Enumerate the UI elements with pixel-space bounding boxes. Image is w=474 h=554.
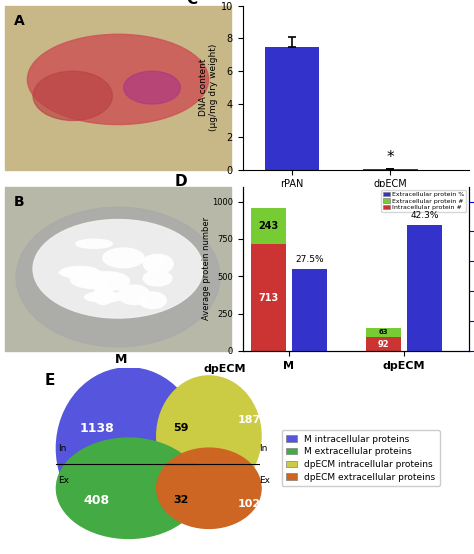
Text: 63: 63	[378, 330, 388, 336]
Ellipse shape	[56, 261, 101, 279]
Text: 1138: 1138	[79, 422, 114, 434]
Ellipse shape	[128, 245, 151, 263]
Text: 187: 187	[237, 415, 261, 425]
Ellipse shape	[93, 282, 128, 295]
Ellipse shape	[116, 266, 153, 281]
Text: In: In	[58, 444, 67, 453]
Ellipse shape	[118, 252, 145, 263]
Bar	[365, 328, 401, 337]
Bar	[251, 208, 286, 244]
Text: 92: 92	[377, 340, 389, 348]
Ellipse shape	[150, 263, 174, 271]
Text: 59: 59	[173, 423, 189, 433]
Ellipse shape	[155, 236, 182, 252]
Text: 27.5%: 27.5%	[295, 255, 324, 264]
Legend: M intracellular proteins, M extracellular proteins, dpECM intracellular proteins: M intracellular proteins, M extracellula…	[282, 430, 440, 486]
Ellipse shape	[84, 294, 127, 303]
Text: D: D	[175, 173, 187, 188]
Bar	[251, 244, 286, 351]
Text: 243: 243	[258, 222, 278, 232]
Text: E: E	[45, 373, 55, 388]
Ellipse shape	[16, 207, 220, 347]
Text: *: *	[387, 150, 394, 165]
Bar	[265, 47, 319, 170]
Ellipse shape	[56, 368, 201, 529]
Text: Ex: Ex	[259, 476, 270, 485]
Ellipse shape	[157, 376, 261, 496]
Text: B: B	[14, 195, 25, 209]
Ellipse shape	[111, 242, 135, 261]
Ellipse shape	[27, 34, 209, 125]
Text: Ex: Ex	[58, 476, 69, 485]
Ellipse shape	[73, 237, 114, 255]
Ellipse shape	[135, 232, 174, 248]
Text: In: In	[259, 444, 267, 453]
Text: dpECM: dpECM	[204, 364, 246, 374]
Text: 32: 32	[173, 495, 189, 505]
Text: 713: 713	[258, 293, 278, 302]
Bar	[364, 169, 418, 170]
Text: 42.3%: 42.3%	[410, 211, 439, 220]
Bar	[407, 224, 442, 351]
Ellipse shape	[112, 270, 137, 281]
Text: A: A	[14, 14, 25, 28]
Ellipse shape	[56, 438, 201, 538]
Ellipse shape	[153, 229, 173, 246]
Ellipse shape	[33, 219, 203, 318]
Legend: Extracellular protein %, Extracellular protein #, Intracellular protein #: Extracellular protein %, Extracellular p…	[382, 190, 466, 212]
Ellipse shape	[85, 289, 104, 299]
Ellipse shape	[157, 448, 261, 529]
Y-axis label: DNA content
(μg/mg dry weight): DNA content (μg/mg dry weight)	[199, 44, 218, 131]
Ellipse shape	[124, 71, 180, 104]
Text: C: C	[186, 0, 197, 7]
Text: M: M	[114, 353, 127, 366]
Ellipse shape	[66, 250, 105, 263]
Y-axis label: Average protein number: Average protein number	[201, 217, 210, 320]
Bar	[365, 337, 401, 351]
Bar	[292, 269, 327, 351]
Ellipse shape	[33, 71, 112, 120]
Text: 102: 102	[237, 499, 261, 509]
Text: 408: 408	[83, 494, 109, 507]
